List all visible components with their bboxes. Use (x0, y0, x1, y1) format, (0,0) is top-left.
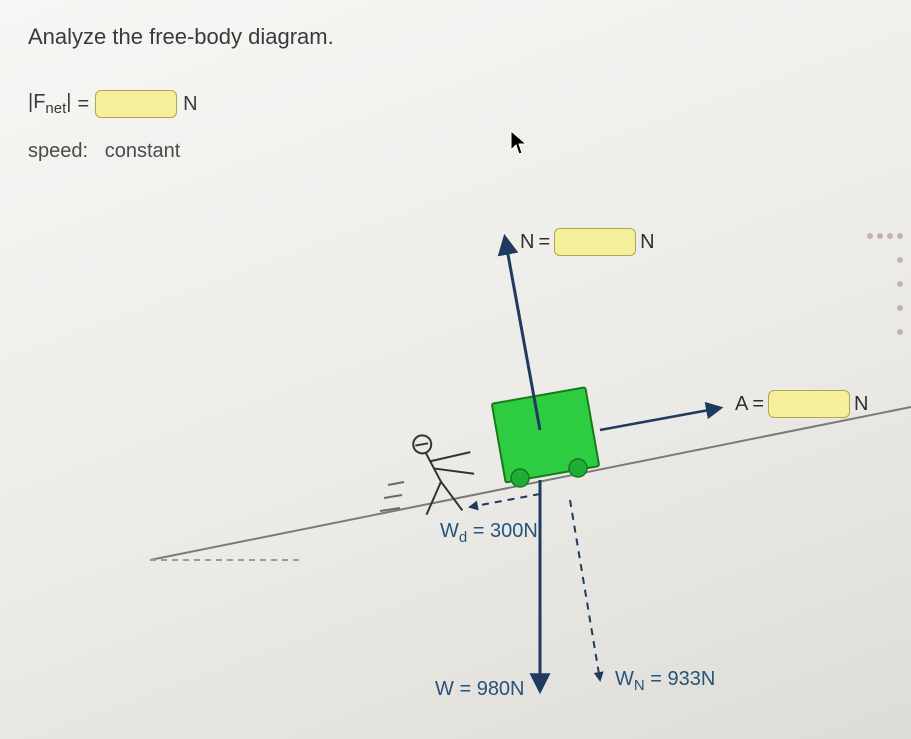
wheel-right (569, 459, 587, 477)
fnet-pre: |F (28, 91, 45, 113)
WN-sub: N (634, 677, 645, 694)
N-input[interactable] (554, 228, 636, 256)
force-A-arrow (600, 408, 720, 430)
force-WN-arrow (570, 500, 600, 680)
W-eq: = 980N (459, 678, 524, 700)
fnet-input[interactable] (95, 90, 177, 118)
W-pre: W (435, 678, 454, 700)
A-input[interactable] (768, 390, 850, 418)
N-unit: N (640, 231, 654, 254)
cart (492, 387, 599, 482)
WN-eq: = 933N (650, 668, 715, 690)
stick-figure (412, 428, 480, 517)
Wd-pre: W (440, 520, 459, 542)
fnet-post: | (66, 91, 71, 113)
fnet-row: |Fnet| = N (28, 90, 198, 118)
force-N-arrow (505, 238, 540, 430)
fnet-label: |Fnet| (28, 91, 71, 117)
A-eq: = (752, 393, 764, 416)
label-W: W = 980N (435, 678, 525, 701)
equals: = (77, 93, 89, 116)
Wd-eq: = 300N (473, 520, 538, 542)
motion-ticks (380, 482, 404, 511)
speed-row: speed: constant (28, 140, 180, 163)
force-Wd-arrow (470, 494, 540, 507)
question-text: Analyze the free-body diagram. (28, 24, 334, 50)
label-Wd: Wd = 300N (440, 520, 538, 546)
Wd-sub: d (459, 529, 467, 546)
speed-value: constant (105, 140, 181, 162)
WN-pre: W (615, 668, 634, 690)
fnet-sub: net (45, 100, 66, 117)
cursor-icon (510, 130, 528, 156)
speed-label: speed: (28, 140, 88, 162)
A-pre: A (735, 393, 748, 416)
N-eq: = (538, 231, 550, 254)
wheel-left (511, 469, 529, 487)
edge-dots (867, 233, 903, 335)
label-WN: WN = 933N (615, 668, 715, 694)
label-A: A = N (735, 390, 868, 418)
N-pre: N (520, 231, 534, 254)
fnet-unit: N (183, 93, 197, 116)
A-unit: N (854, 393, 868, 416)
label-N: N = N (520, 228, 655, 256)
